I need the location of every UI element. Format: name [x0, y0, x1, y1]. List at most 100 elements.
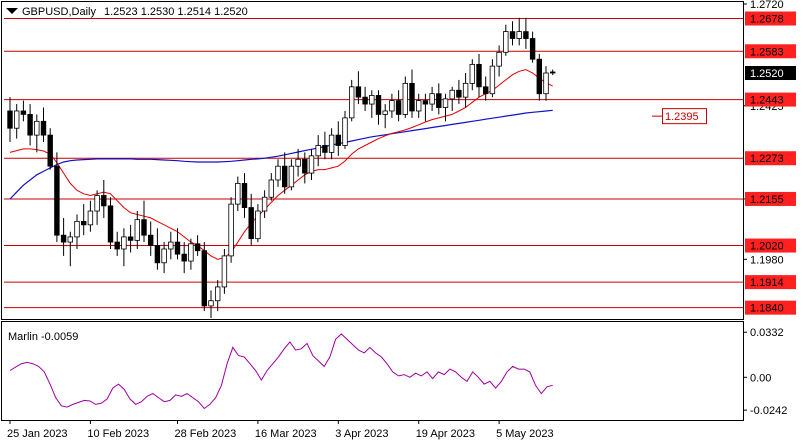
- candle-body: [395, 100, 402, 115]
- candle-body: [409, 82, 415, 112]
- candle-body: [503, 31, 509, 53]
- candle: [181, 242, 187, 274]
- price-pane[interactable]: 1.2395: [1, 1, 744, 320]
- candle-body: [74, 220, 80, 238]
- level-label: 1.2273: [750, 153, 784, 165]
- candle-body: [261, 196, 268, 212]
- candle: [382, 104, 388, 129]
- candle-body: [107, 205, 114, 243]
- candle-body: [415, 100, 422, 112]
- candle: [114, 231, 120, 256]
- candle: [248, 193, 254, 246]
- candle: [328, 128, 335, 160]
- candle-body: [516, 31, 522, 39]
- candle-body: [60, 234, 67, 243]
- candle-body: [295, 158, 301, 167]
- candle: [496, 45, 502, 77]
- candle: [174, 228, 181, 260]
- candle-body: [181, 253, 187, 262]
- candle: [208, 290, 214, 318]
- chart-header: GBPUSD,Daily 1.2523 1.2530 1.2514 1.2520: [6, 6, 248, 18]
- candle: [214, 280, 221, 312]
- candle: [134, 211, 140, 249]
- collapse-arrow-icon[interactable]: [6, 8, 18, 14]
- candles: [7, 17, 556, 318]
- level-label: 1.2155: [750, 194, 784, 206]
- candle-body: [362, 96, 368, 105]
- candle-body: [462, 82, 469, 98]
- symbol-label: GBPUSD,Daily: [22, 6, 96, 18]
- candle: [355, 71, 362, 105]
- candle-body: [188, 243, 194, 262]
- level-label-box: [745, 92, 796, 107]
- candle: [60, 217, 67, 256]
- date-label: 16 Mar 2023: [255, 428, 317, 440]
- candle: [13, 104, 20, 139]
- candle: [94, 190, 100, 225]
- candle-body: [81, 220, 87, 226]
- candle-body: [194, 243, 201, 252]
- candle-body: [114, 241, 120, 250]
- date-label: 5 May 2023: [496, 428, 553, 440]
- indicator-label: Marlin -0.0059: [8, 331, 78, 343]
- candle-body: [221, 255, 228, 288]
- level-label-box: [745, 44, 796, 59]
- candle: [20, 100, 27, 122]
- candle: [536, 54, 542, 101]
- candle: [228, 197, 234, 263]
- candle-body: [369, 95, 375, 105]
- candle-body: [288, 165, 295, 188]
- candle-body: [201, 250, 207, 307]
- candle-body: [94, 195, 100, 212]
- candle-body: [141, 219, 147, 236]
- price-tick-label: 1.1980: [750, 254, 784, 266]
- candle: [342, 110, 348, 149]
- candle: [261, 190, 268, 218]
- level-label: 1.1840: [750, 303, 784, 315]
- candle: [489, 59, 496, 98]
- candle-body: [469, 63, 475, 84]
- candle-body: [214, 286, 221, 302]
- price-pane-frame: [1, 1, 744, 320]
- candle-body: [87, 210, 94, 226]
- candle-body: [121, 236, 127, 250]
- candle: [161, 242, 167, 274]
- candle-body: [489, 65, 496, 95]
- candle: [188, 238, 194, 270]
- candle: [308, 148, 315, 180]
- candle: [302, 152, 308, 184]
- level-label-box: [745, 151, 796, 166]
- fast-ma-line: [9, 69, 553, 260]
- candle-body: [40, 120, 47, 136]
- candle: [462, 73, 469, 108]
- candle: [275, 159, 281, 187]
- candle: [442, 93, 449, 122]
- candle-body: [429, 93, 435, 105]
- oscillator-pane[interactable]: [1, 321, 744, 421]
- candle-body: [422, 100, 429, 105]
- candle-body: [389, 100, 395, 112]
- level-label-box: [745, 275, 796, 290]
- candle: [550, 69, 556, 76]
- candle: [34, 114, 40, 153]
- candle-body: [375, 95, 382, 115]
- candle: [67, 231, 73, 267]
- date-label: 3 Apr 2023: [335, 428, 388, 440]
- candle: [168, 231, 174, 260]
- candle: [7, 97, 13, 143]
- candle: [54, 152, 60, 243]
- candle-body: [382, 110, 388, 115]
- candle: [429, 86, 435, 111]
- level-label-box: [745, 11, 796, 26]
- candle: [422, 93, 429, 122]
- candle: [268, 173, 274, 201]
- candle: [154, 228, 161, 270]
- candle: [449, 86, 455, 111]
- candle-body: [27, 114, 33, 136]
- candle-body: [456, 89, 462, 98]
- candle-body: [509, 31, 516, 39]
- level-label-box: [745, 191, 796, 206]
- candle: [121, 228, 127, 267]
